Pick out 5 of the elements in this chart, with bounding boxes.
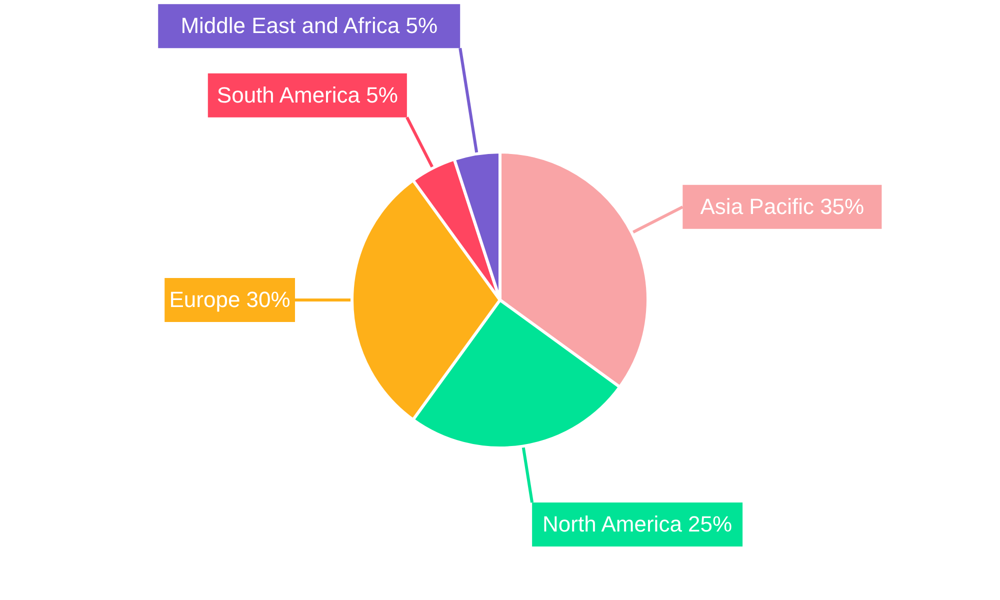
slice-label: Asia Pacific 35% [700, 194, 864, 219]
slice-label: Middle East and Africa 5% [180, 13, 438, 38]
slice-label: Europe 30% [169, 287, 290, 312]
slice-label: South America 5% [216, 82, 398, 108]
slice-label: North America 25% [542, 511, 732, 536]
